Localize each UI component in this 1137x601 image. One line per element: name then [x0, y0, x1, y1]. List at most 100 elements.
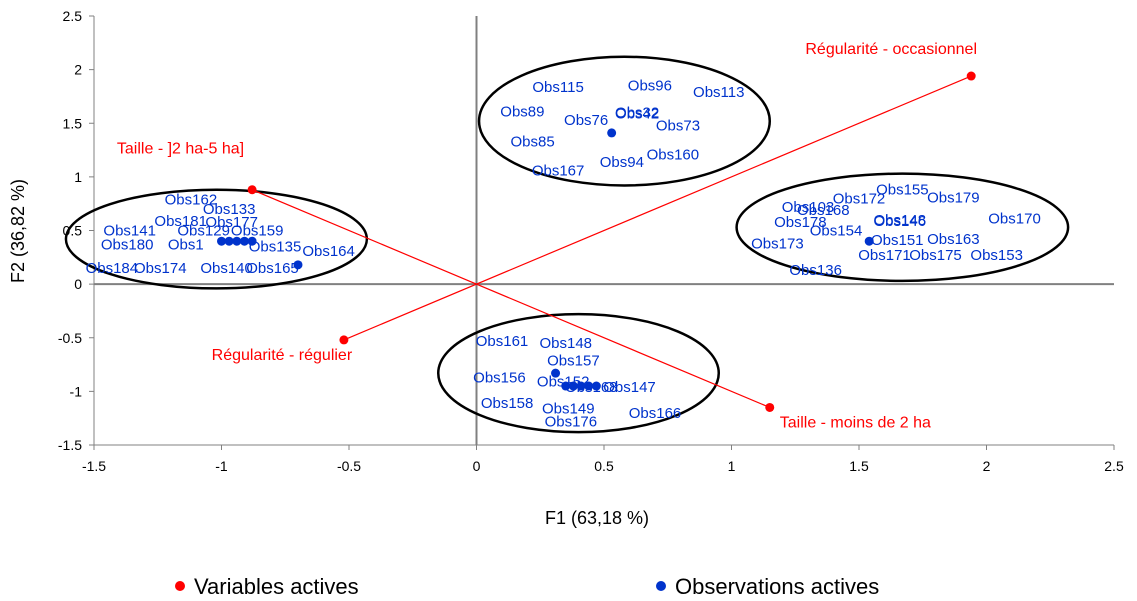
observation-label: Obs113: [693, 84, 744, 101]
variable-label: Taille - ]2 ha-5 ha]: [117, 141, 244, 158]
cluster-ellipse: [477, 55, 772, 187]
observation-point: [551, 368, 561, 378]
observation-label: Obs136: [789, 262, 842, 279]
variable-lines: [251, 75, 972, 409]
observation-label: Obs171: [858, 247, 911, 264]
observation-label: Obs178: [774, 214, 827, 231]
observation-label: Obs129: [177, 223, 230, 240]
x-axis-title: F1 (63,18 %): [545, 508, 649, 528]
cluster-ellipses: [64, 55, 1070, 434]
x-tick-label: 1.5: [849, 458, 869, 474]
observation-label: Obs162: [165, 191, 218, 208]
observation-label: Obs154: [810, 223, 863, 240]
observation-label: Obs147: [603, 379, 656, 396]
observation-label: Obs141: [103, 223, 156, 240]
observation-label: Obs89: [500, 103, 544, 120]
observation-label: Obs73: [656, 117, 700, 134]
variable-point: [339, 335, 349, 345]
observation-label: Obs158: [481, 395, 534, 412]
observation-label: Obs148: [539, 335, 592, 352]
y-tick-label: 0.5: [63, 223, 83, 239]
y-tick-label: 2.5: [63, 8, 83, 24]
y-tick-label: 0: [74, 276, 82, 292]
variable-label: Taille - moins de 2 ha: [780, 414, 931, 431]
observation-label: Obs115: [532, 79, 583, 96]
y-axis-ticks: -1.5 -1 -0.5 0 0.5 1 1.5 2 2.5: [58, 8, 94, 453]
y-tick-label: -1.5: [58, 437, 82, 453]
observation-point: [293, 260, 303, 270]
observation-label: Obs168: [797, 202, 850, 219]
observation-label: Obs133: [203, 201, 256, 218]
observation-label: Obs135: [249, 239, 302, 256]
observation-label: Obs166: [629, 405, 682, 422]
y-tick-label: 2: [74, 62, 82, 78]
observation-label: Obs151: [871, 232, 924, 249]
y-axis-title: F2 (36,82 %): [8, 179, 28, 283]
x-tick-label: 0.5: [594, 458, 614, 474]
observation-label: Obs161: [476, 333, 529, 350]
observation-label: Obs172: [833, 190, 886, 207]
observation-label: Obs146: [874, 213, 927, 230]
observation-label: Obs156: [473, 369, 526, 386]
observation-label: Obs96: [628, 78, 672, 95]
observation-points: [217, 128, 874, 391]
observation-label: Obs155: [876, 182, 929, 199]
observation-label: Obs1: [168, 236, 204, 253]
observation-label: Obs176: [545, 413, 598, 430]
observation-label: Obs165: [246, 260, 299, 277]
observation-label: Obs170: [988, 211, 1041, 228]
observation-label: Obs173: [751, 235, 804, 252]
variable-line: [251, 189, 770, 409]
observation-label: Obs103: [782, 199, 835, 216]
cluster-ellipse: [64, 188, 369, 290]
variable-line: [343, 75, 972, 341]
variable-label: Régularité - régulier: [212, 347, 353, 364]
observation-point: [232, 236, 242, 246]
observation-label: Obs181: [154, 213, 207, 230]
observation-label: Obs180: [101, 236, 154, 253]
observation-point: [224, 236, 234, 246]
observation-label: Obs174: [134, 260, 187, 277]
legend-marker-variables: [175, 581, 185, 591]
y-tick-label: 1: [74, 169, 82, 185]
observation-point: [568, 381, 578, 391]
y-tick-label: -0.5: [58, 330, 82, 346]
x-axis-ticks: -1.5 -1 -0.5 0 0.5 1 1.5 2 2.5: [82, 445, 1124, 474]
observation-label: Obs179: [927, 189, 980, 206]
observation-label: Obs160: [647, 146, 700, 163]
observation-label: Obs149: [542, 401, 595, 418]
observation-label: Obs184: [86, 260, 139, 277]
x-tick-label: 1: [728, 458, 736, 474]
observation-point: [576, 381, 586, 391]
observation-label: Obs167: [532, 162, 585, 179]
observation-label: Obs159: [231, 223, 284, 240]
x-tick-label: -1.5: [82, 458, 106, 474]
legend-label-observations: Observations actives: [675, 574, 879, 599]
observation-label: Obs85: [510, 133, 554, 150]
x-tick-label: 2: [983, 458, 991, 474]
variable-label: Régularité - occasionnel: [805, 41, 977, 58]
observation-point: [607, 128, 617, 138]
y-tick-label: 1.5: [63, 115, 83, 131]
observation-label: Obs94: [600, 154, 644, 171]
variable-labels: Régularité - occasionnel Taille - ]2 ha-5…: [117, 41, 977, 431]
x-tick-label: 0: [473, 458, 481, 474]
observation-label: Obs177: [205, 214, 258, 231]
observation-label: Obs42: [615, 106, 659, 123]
observation-label: Obs148: [874, 212, 927, 229]
legend-marker-observations: [656, 581, 666, 591]
observation-label: Obs76: [564, 112, 608, 129]
observation-point: [247, 236, 257, 246]
observation-label: Obs168: [565, 379, 618, 396]
observation-label: Obs157: [547, 352, 600, 369]
x-tick-label: -0.5: [337, 458, 361, 474]
observation-label: Obs163: [927, 231, 980, 248]
observation-label: Obs32: [615, 105, 659, 122]
observation-point: [591, 381, 601, 391]
x-tick-label: -1: [215, 458, 228, 474]
x-tick-label: 2.5: [1104, 458, 1124, 474]
observation-point: [584, 381, 594, 391]
variable-point: [765, 402, 775, 412]
variable-point: [966, 71, 976, 81]
